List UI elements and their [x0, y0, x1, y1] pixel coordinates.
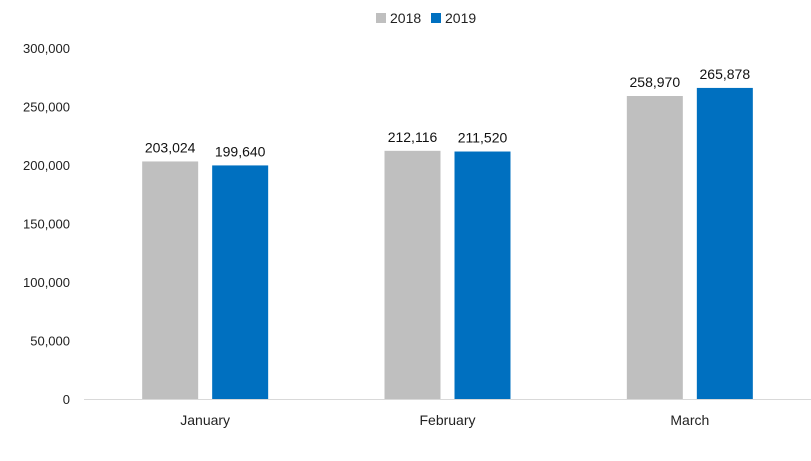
- bar-2019-march: [696, 87, 753, 400]
- bar-2018-january: [142, 161, 199, 399]
- y-axis: 0 50,000 100,000 150,000 200,000 250,000 300,0…: [23, 41, 70, 407]
- data-label: 258,970: [630, 74, 681, 90]
- y-tick-label: 100,000: [23, 275, 70, 290]
- legend-label: 2019: [445, 10, 476, 26]
- data-label: 199,640: [215, 143, 266, 159]
- legend-swatch: [431, 13, 441, 23]
- legend-label: 2018: [390, 10, 421, 26]
- legend-item-2019: 2019: [431, 10, 476, 26]
- legend-swatch: [376, 13, 386, 23]
- data-label: 212,116: [388, 129, 438, 145]
- bars: 203,024 199,640 212,116 211,520 258,970 265,8…: [142, 66, 753, 400]
- legend: 2018 2019: [376, 10, 476, 26]
- x-axis: January February March: [84, 399, 811, 428]
- data-label: 203,024: [145, 139, 196, 155]
- bar-2018-march: [626, 96, 683, 399]
- x-tick-label: January: [180, 412, 230, 428]
- y-tick-label: 300,000: [23, 41, 70, 56]
- data-label: 211,520: [458, 130, 508, 146]
- bar-2019-january: [212, 165, 269, 399]
- data-label: 265,878: [700, 66, 751, 82]
- y-tick-label: 200,000: [23, 158, 70, 173]
- x-tick-label: February: [419, 412, 475, 428]
- y-tick-label: 250,000: [23, 100, 70, 115]
- y-tick-label: 50,000: [30, 334, 70, 349]
- y-tick-label: 0: [63, 392, 70, 407]
- bar-2018-february: [384, 150, 441, 399]
- legend-item-2018: 2018: [376, 10, 421, 26]
- bar-2019-february: [454, 151, 511, 399]
- y-tick-label: 150,000: [23, 217, 70, 232]
- x-tick-label: March: [670, 412, 709, 428]
